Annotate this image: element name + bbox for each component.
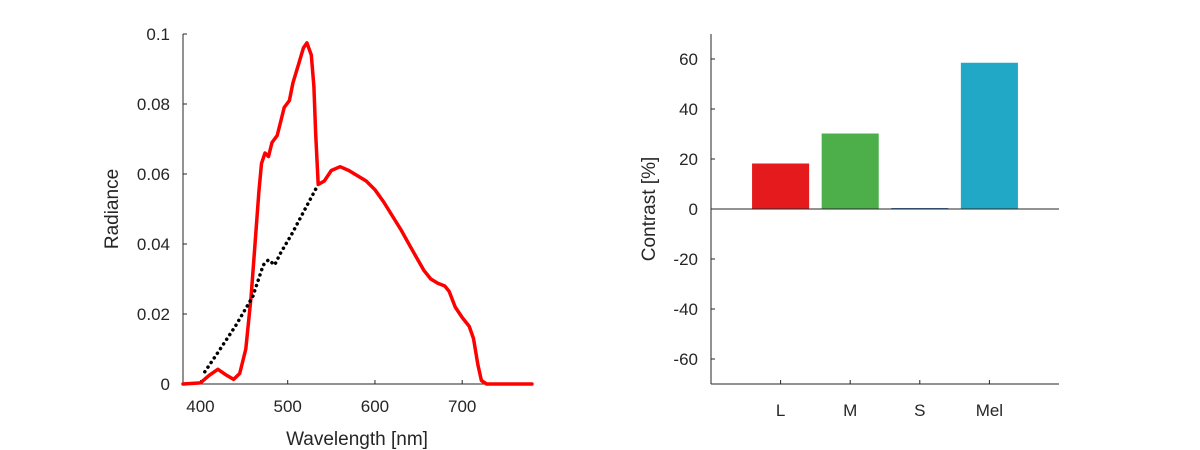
contrast-bar-mel [960,62,1018,209]
contrast-bar-l [752,163,810,209]
contrast-bar-m [821,133,879,209]
spectrum-background-dotted-line [203,182,320,374]
spectrum-plot: 400 500 600 700 0 0.02 0.04 0.06 0.08 0.1 Wavele… [102,25,534,450]
contrast-y-tick-label: 0 [689,200,698,219]
contrast-category-label: S [914,401,925,420]
spectrum-y-label: Radiance [102,169,123,249]
spectrum-x-tick-label: 600 [361,397,389,416]
contrast-y-ticks: -60 -40 -20 0 20 40 60 [673,50,715,369]
contrast-bars [752,62,1018,209]
contrast-category-labels: L M S Mel [776,380,1003,420]
contrast-y-tick-label: 20 [679,150,698,169]
contrast-category-label: L [776,401,785,420]
contrast-y-tick-label: 60 [679,50,698,69]
spectrum-series [181,41,534,386]
spectrum-y-tick-label: 0.08 [137,95,170,114]
contrast-y-tick-label: -60 [673,350,698,369]
spectrum-y-tick-label: 0.1 [146,25,170,44]
spectrum-y-tick-label: 0.06 [137,165,170,184]
spectrum-y-tick-label: 0.04 [137,235,170,254]
spectrum-x-ticks: 400 500 600 700 [186,380,476,416]
contrast-y-tick-label: 40 [679,100,698,119]
contrast-bar-chart: -60 -40 -20 0 20 40 60 L M S Mel Contrast [%] [639,34,1059,420]
contrast-category-label: Mel [976,401,1003,420]
contrast-y-label: Contrast [%] [639,157,660,262]
spectrum-x-tick-label: 500 [274,397,302,416]
spectrum-y-ticks: 0 0.02 0.04 0.06 0.08 0.1 [137,25,187,394]
spectrum-x-tick-label: 400 [186,397,214,416]
contrast-y-tick-label: -20 [673,250,698,269]
spectrum-radiance-line [181,41,534,386]
contrast-category-label: M [843,401,857,420]
spectrum-y-tick-label: 0 [161,375,170,394]
spectrum-x-tick-label: 700 [448,397,476,416]
spectrum-x-label: Wavelength [nm] [286,429,428,450]
spectrum-y-tick-label: 0.02 [137,305,170,324]
contrast-y-tick-label: -40 [673,300,698,319]
